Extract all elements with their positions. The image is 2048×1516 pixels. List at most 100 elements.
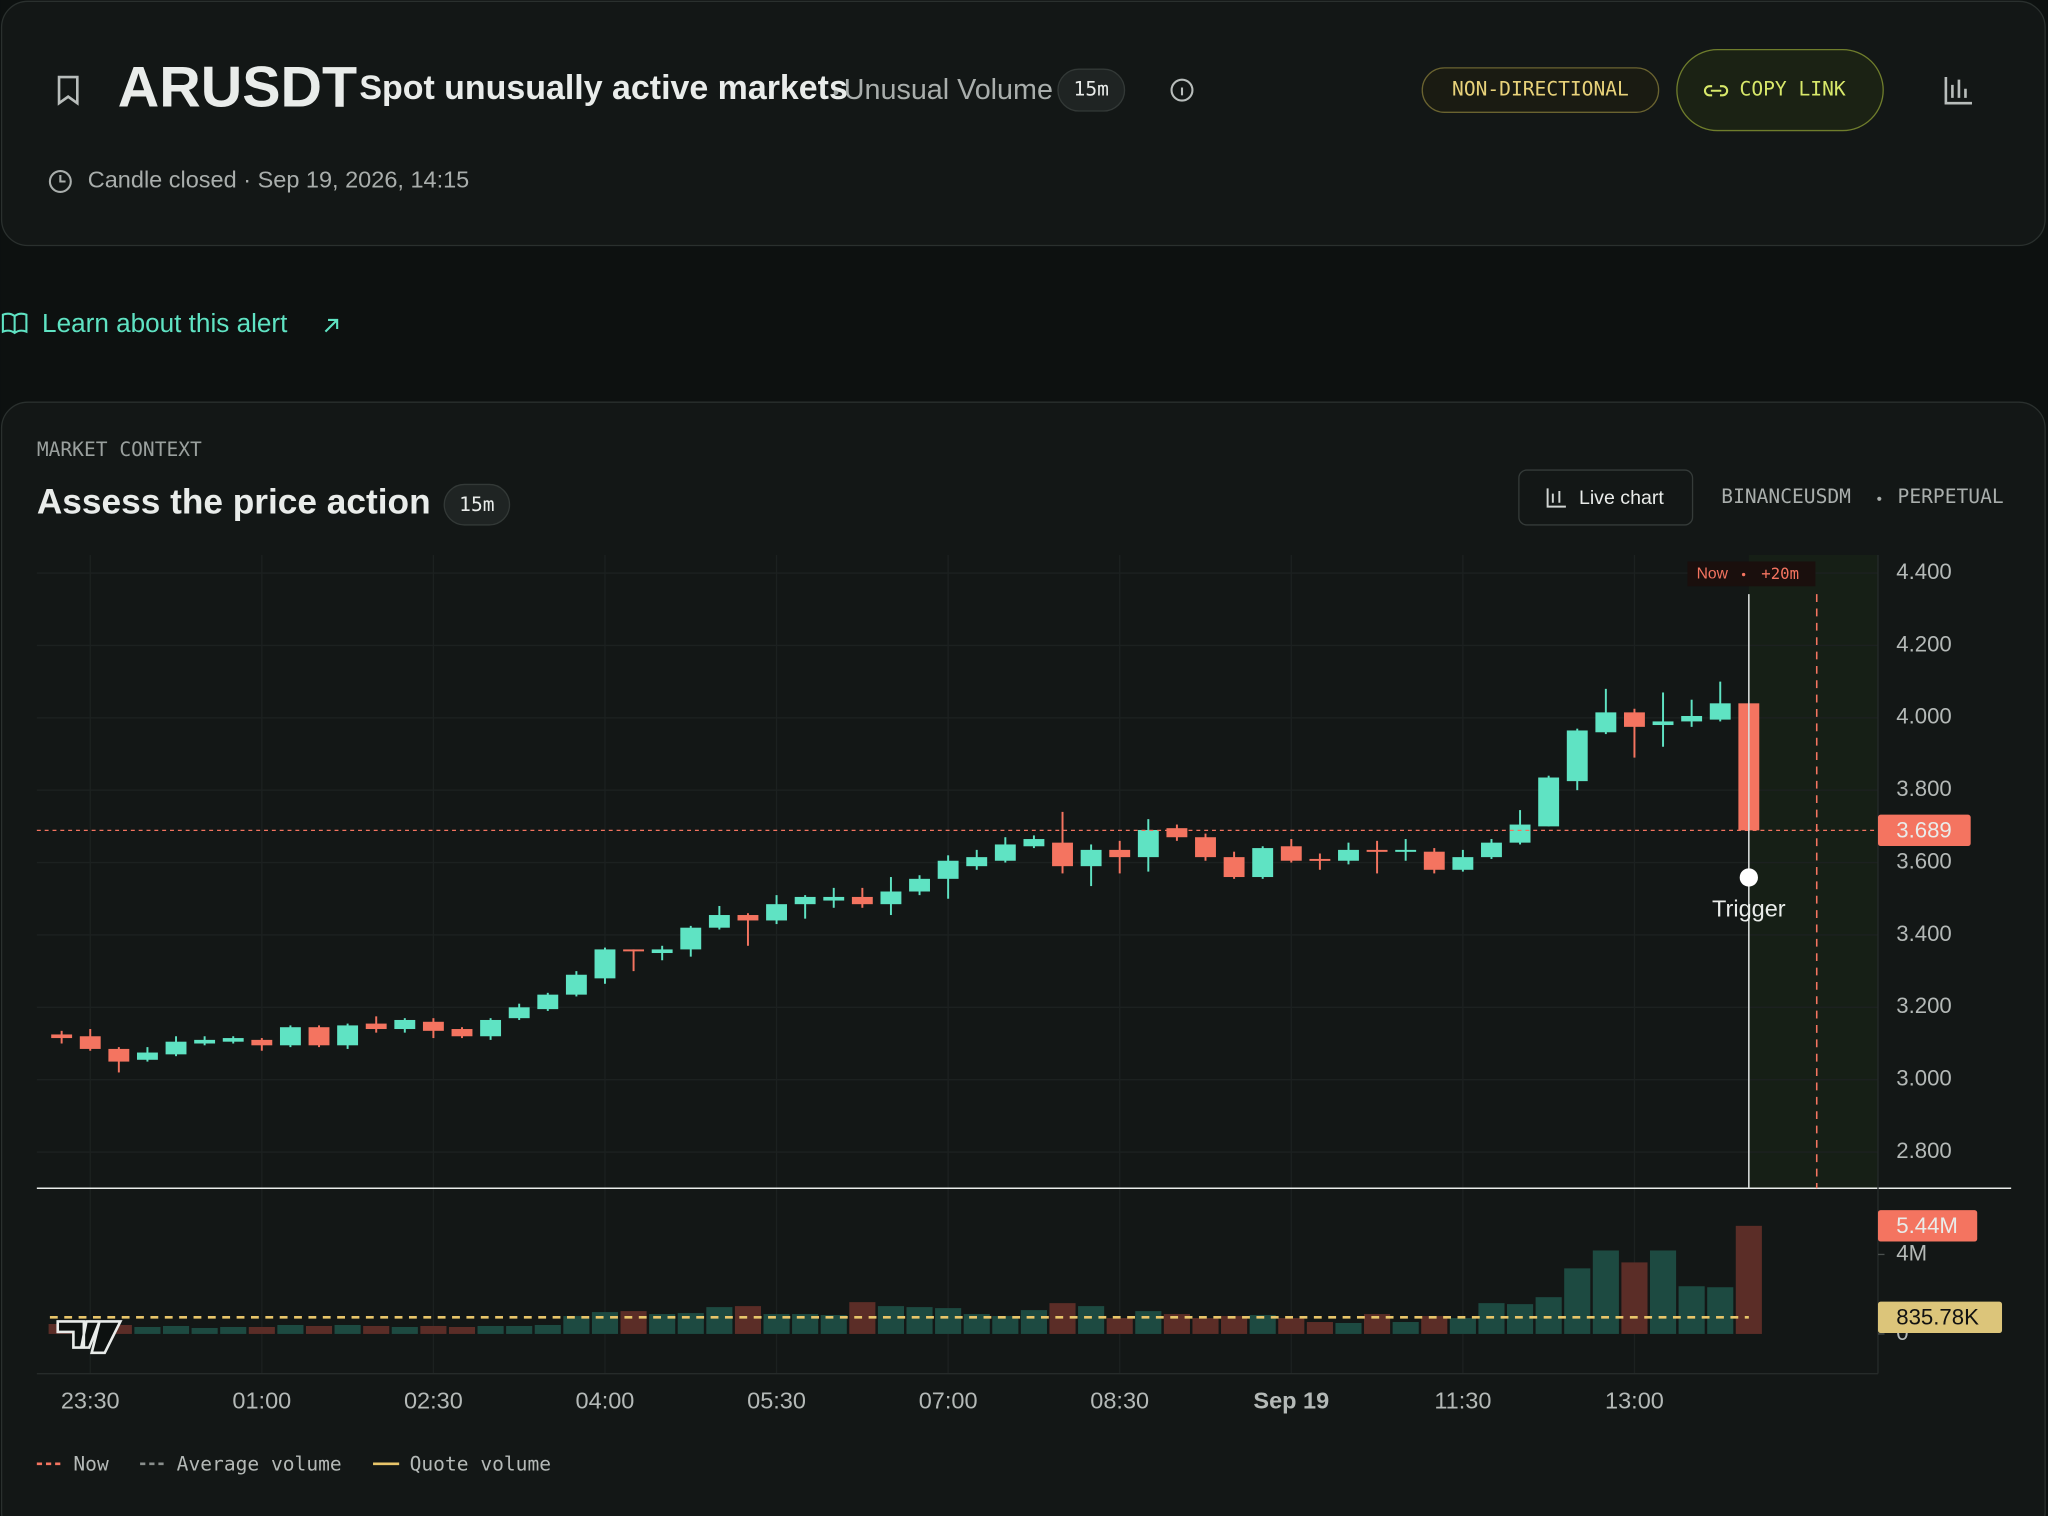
volume-bar xyxy=(448,1326,476,1334)
info-icon[interactable] xyxy=(1170,78,1194,102)
candle-body xyxy=(1252,848,1274,878)
live-chart[interactable]: Live chart xyxy=(1579,487,1664,509)
candle-body xyxy=(365,1023,387,1030)
panel-card xyxy=(0,401,2046,1516)
learn-link[interactable]: Learn about this alert xyxy=(42,308,288,338)
candle-body xyxy=(994,844,1016,861)
now-badge-dot xyxy=(1741,572,1746,577)
volume-bar xyxy=(1106,1318,1133,1334)
badge: NON-DIRECTIONAL xyxy=(1452,78,1629,101)
candle-body xyxy=(1566,730,1588,782)
candle-body xyxy=(251,1039,273,1046)
volume-bar xyxy=(1649,1250,1677,1334)
candle-body xyxy=(1366,849,1388,852)
volume-bar xyxy=(1678,1286,1705,1334)
volume-bar xyxy=(506,1325,533,1334)
bookmark-icon[interactable] xyxy=(57,75,79,106)
volume-bar xyxy=(277,1324,304,1334)
volume-bar xyxy=(1278,1318,1305,1334)
candle-body xyxy=(966,857,988,867)
candle-body xyxy=(308,1027,330,1046)
volume-bar xyxy=(935,1308,962,1334)
candle-body xyxy=(1481,842,1502,858)
live-chart-button[interactable] xyxy=(1518,469,1694,526)
separator-dot xyxy=(1877,496,1882,501)
volume-bar xyxy=(191,1327,218,1334)
candle-body xyxy=(1223,857,1245,878)
trigger-dot xyxy=(1739,868,1758,887)
y-tick-label: 3.400 xyxy=(1896,921,1952,946)
volume-bar xyxy=(162,1325,190,1334)
alert-type: Unusual Volume xyxy=(844,74,1053,106)
panel-interval: 15m xyxy=(459,493,494,516)
candle-body xyxy=(1280,846,1302,861)
separator-dot xyxy=(833,90,839,96)
volume-bar xyxy=(1192,1318,1219,1334)
volume-current-tag xyxy=(1877,1210,1978,1242)
candle-body xyxy=(194,1039,216,1044)
candle-body xyxy=(1080,849,1102,867)
volume-bar xyxy=(963,1314,990,1334)
volume-bar xyxy=(1564,1268,1591,1334)
candle-body xyxy=(651,949,673,954)
candle-body xyxy=(766,904,788,921)
last-price-label: 3.689 xyxy=(1896,818,1952,843)
volume-bar xyxy=(477,1325,504,1334)
candle-body xyxy=(1509,824,1531,843)
offset-label: +20m xyxy=(1761,564,1799,583)
candle-body xyxy=(451,1029,473,1037)
volume-bar xyxy=(1135,1311,1162,1334)
volume-bar xyxy=(563,1316,590,1334)
candle-body xyxy=(1166,828,1188,838)
volume-bar xyxy=(105,1324,132,1334)
copy-link-button[interactable] xyxy=(1676,48,1884,132)
volume-bar xyxy=(1249,1315,1276,1334)
candle-body xyxy=(1195,837,1216,858)
candle-body xyxy=(51,1034,73,1039)
x-tick-label: 23:30 xyxy=(61,1388,120,1414)
candle-body xyxy=(1309,858,1331,861)
external-icon xyxy=(324,318,339,333)
volume-bar xyxy=(1449,1318,1476,1334)
volume-bar xyxy=(620,1311,647,1334)
eyebrow: MARKET CONTEXT xyxy=(37,438,202,461)
chart: 2.800 3.000 3.200 3.400 3.600 3.800 4.000 4.200… xyxy=(36,554,2012,1476)
candle-body xyxy=(1709,703,1731,720)
candle-body xyxy=(851,896,873,905)
volume-bar xyxy=(1535,1297,1562,1334)
volume-bar xyxy=(1221,1316,1248,1334)
x-tick-label: 01:00 xyxy=(232,1388,291,1414)
volume-bar xyxy=(792,1314,819,1334)
x-tick-label: 08:30 xyxy=(1090,1388,1149,1414)
volume-bar xyxy=(734,1306,762,1334)
y-tick-label: 4.400 xyxy=(1896,559,1952,584)
legend-label: Now xyxy=(73,1453,109,1476)
x-tick-label: 04:00 xyxy=(576,1388,635,1414)
symbol: ARUSDT xyxy=(118,56,357,120)
candle-body xyxy=(823,896,845,901)
candle-body xyxy=(1681,715,1703,722)
x-tick-label: 11:30 xyxy=(1434,1388,1491,1414)
volume-bar xyxy=(1621,1262,1648,1334)
panel-interval-pill xyxy=(443,483,511,526)
y-tick-label: 3.800 xyxy=(1896,776,1952,801)
volume-bar xyxy=(1364,1314,1391,1334)
candle-body xyxy=(337,1025,359,1046)
chart-icon[interactable] xyxy=(1944,77,1972,105)
volume-bar xyxy=(1421,1316,1448,1334)
volume-bar xyxy=(1078,1306,1105,1334)
candle-body xyxy=(1538,777,1560,827)
legend-label: Average volume xyxy=(177,1453,342,1476)
volume-bar xyxy=(1707,1287,1734,1334)
candle-body xyxy=(279,1027,301,1046)
volume-bar xyxy=(134,1326,161,1334)
book-icon xyxy=(1,312,28,335)
volume-bar xyxy=(1020,1310,1047,1334)
candle-body xyxy=(1395,849,1417,852)
copy-link[interactable]: COPY LINK xyxy=(1740,78,1846,101)
interval-pill xyxy=(1057,68,1126,112)
candle-body xyxy=(1624,712,1645,727)
candle-body xyxy=(136,1052,158,1060)
candle-body xyxy=(909,878,930,892)
candle-body xyxy=(222,1038,244,1042)
